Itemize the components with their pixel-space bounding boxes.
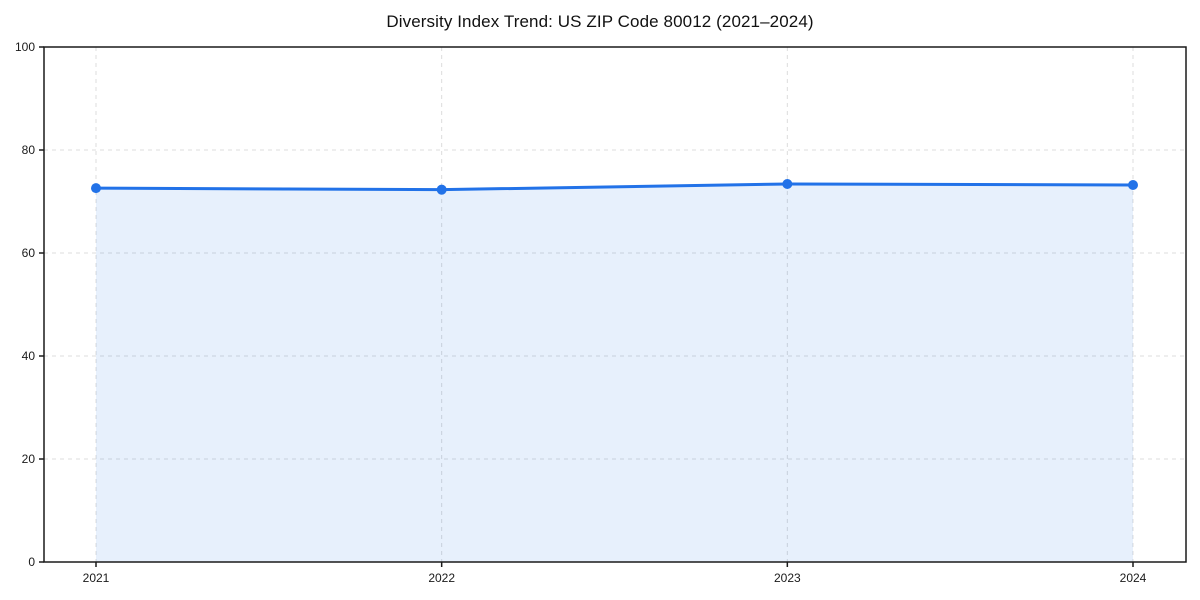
gridlines (44, 47, 1186, 562)
x-tick-label: 2021 (83, 571, 110, 585)
data-point (782, 178, 793, 189)
data-point (91, 183, 101, 194)
series-area (96, 183, 1133, 563)
x-tick-label: 2023 (774, 571, 801, 585)
y-tick-label: 100 (15, 40, 35, 54)
chart-title: Diversity Index Trend: US ZIP Code 80012… (386, 12, 814, 31)
y-tick-label: 80 (22, 143, 36, 157)
data-point (1128, 180, 1138, 191)
x-tick-label: 2022 (428, 571, 455, 585)
data-point (436, 184, 447, 195)
series-markers (91, 178, 1138, 195)
x-tick-label: 2024 (1120, 571, 1147, 585)
y-tick-label: 60 (22, 246, 36, 260)
series-line (94, 182, 1135, 192)
y-tick-label: 20 (22, 452, 36, 466)
axes: 0 20 40 60 80 100 2021 2022 2023 2024 (15, 40, 1147, 585)
y-tick-label: 0 (28, 555, 35, 569)
y-tick-label: 40 (22, 349, 36, 363)
plot-border (43, 46, 1187, 563)
